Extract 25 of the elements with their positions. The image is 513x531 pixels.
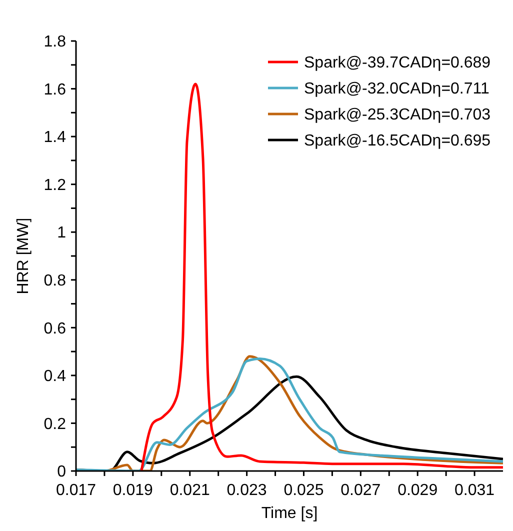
y-tick-label: 0 <box>57 464 66 481</box>
x-tick-label: 0.021 <box>170 482 210 499</box>
x-tick-label: 0.029 <box>398 482 438 499</box>
y-tick-label: 0.8 <box>44 272 66 290</box>
legend-label: Spark@-39.7CADη=0.689 <box>304 54 491 72</box>
y-tick-label: 0.6 <box>44 320 66 338</box>
legend-label: Spark@-25.3CADη=0.703 <box>304 106 491 124</box>
y-tick-label: 1.8 <box>44 34 66 51</box>
x-tick-label: 0.031 <box>454 482 495 499</box>
y-tick-label: 1.2 <box>44 176 66 194</box>
line-series <box>140 82 503 471</box>
x-tick-label: 0.017 <box>56 482 96 499</box>
y-tick-label: 0.2 <box>44 416 66 433</box>
legend-label: Spark@-32.0CADη=0.711 <box>304 80 490 98</box>
x-tick-label: 0.019 <box>112 482 154 499</box>
legend-label: Spark@-16.5CADη=0.695 <box>304 132 491 150</box>
x-tick-label: 0.025 <box>284 482 324 499</box>
y-tick-label: 1 <box>57 224 66 242</box>
x-tick-label: 0.023 <box>226 482 267 499</box>
y-tick-label: 0.4 <box>44 368 66 386</box>
y-tick-label: 1.6 <box>44 81 66 98</box>
y-axis-title: HRR [MW] <box>15 218 32 294</box>
y-tick-label: 1.4 <box>44 129 66 146</box>
x-tick-label: 0.027 <box>340 482 381 499</box>
x-axis-title: Time [s] <box>261 505 318 522</box>
